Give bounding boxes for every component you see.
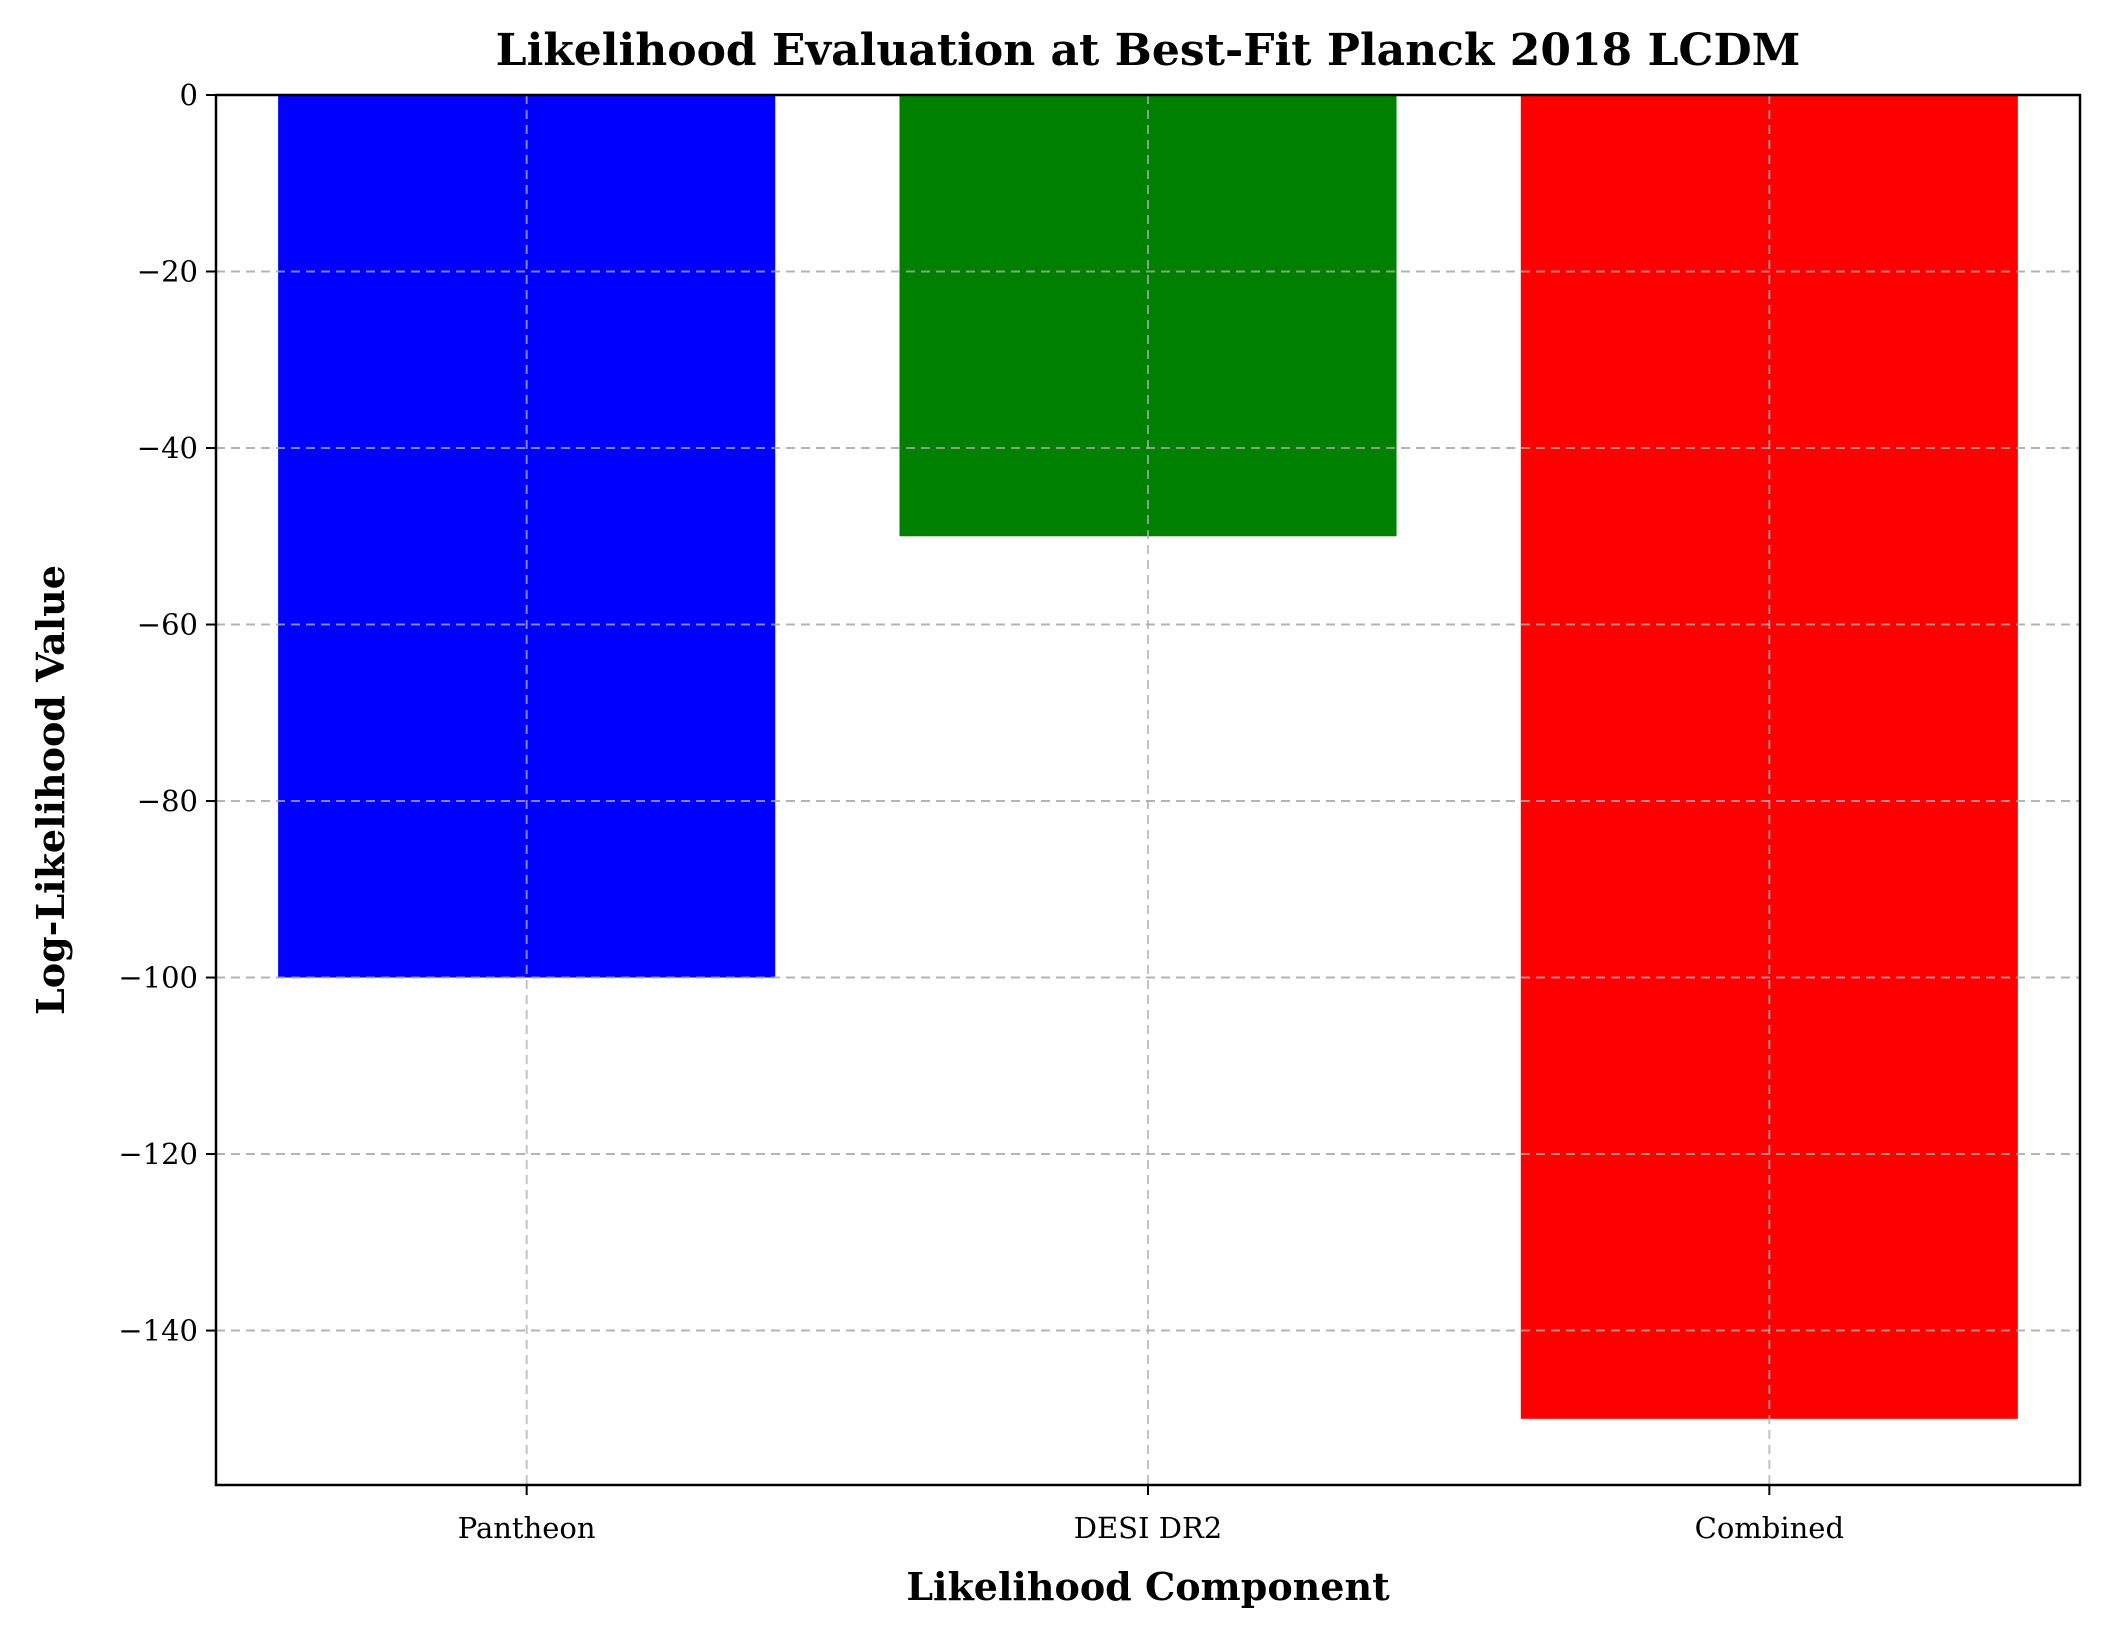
chart-title: Likelihood Evaluation at Best-Fit Planck… [496, 25, 1801, 76]
x-tick-label: Pantheon [458, 1511, 596, 1545]
vertical-grid [216, 95, 2080, 1485]
x-axis-label: Likelihood Component [906, 1564, 1390, 1609]
y-axis-label: Log-Likelihood Value [28, 565, 73, 1015]
y-tick-label: −100 [118, 961, 198, 995]
y-tick-label: −60 [137, 608, 198, 642]
y-tick-label: −20 [137, 255, 198, 289]
x-tick-label: DESI DR2 [1074, 1511, 1223, 1545]
y-tick-label: 0 [180, 78, 198, 112]
y-tick-label: −40 [137, 431, 198, 465]
y-tick-label: −120 [118, 1137, 198, 1171]
ticks: 0 −20 −40 −60 −80 −100 −120 −140 Pantheon DESI DR… [118, 78, 1844, 1545]
y-tick-label: −80 [137, 784, 198, 818]
y-tick-label: −140 [118, 1314, 198, 1348]
x-tick-label: Combined [1695, 1511, 1844, 1545]
